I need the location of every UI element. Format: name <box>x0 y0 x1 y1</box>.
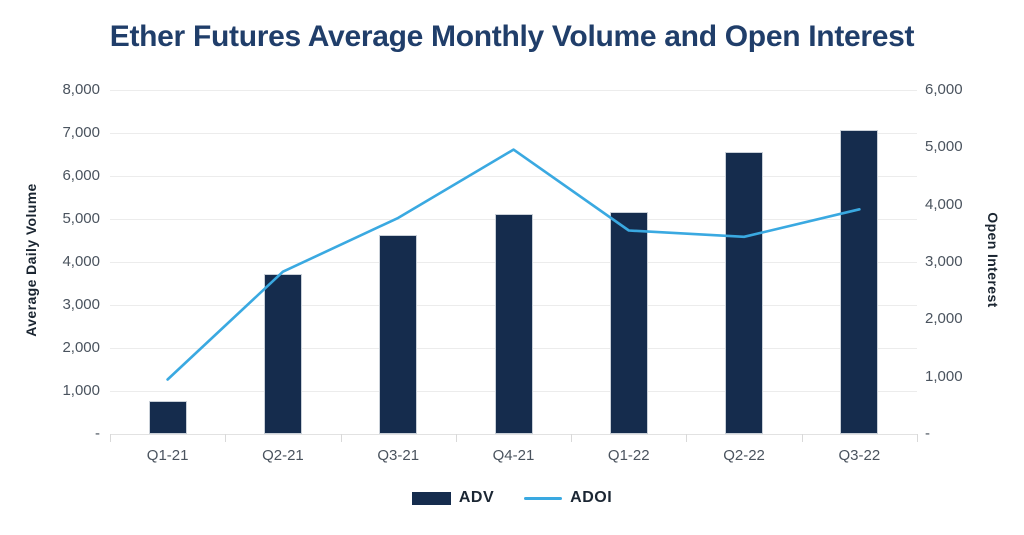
x-axis-label-q2-21: Q2-21 <box>262 447 304 464</box>
left-axis-tick-label: 7,000 <box>62 124 100 141</box>
chart-title: Ether Futures Average Monthly Volume and… <box>109 20 915 53</box>
right-axis-tick-label: - <box>925 425 930 442</box>
gridline <box>110 89 917 91</box>
gridline <box>110 175 917 177</box>
left-axis-tick-label: 1,000 <box>62 382 100 399</box>
x-axis-label-q2-22: Q2-22 <box>723 447 765 464</box>
x-axis-tick-mark <box>340 434 342 442</box>
left-axis-tick-label: 3,000 <box>62 296 100 313</box>
right-axis-tick-label: 4,000 <box>925 195 963 213</box>
right-axis-tick-label: 5,000 <box>925 138 963 156</box>
x-axis-line <box>110 433 917 435</box>
adv-bar-q4-21 <box>494 214 533 434</box>
left-axis-tick-label: 6,000 <box>62 167 100 184</box>
left-axis-tick-label: 2,000 <box>62 339 100 356</box>
plot-area: Q1-21 Q2-21 Q3-21 Q4-21 Q1-22 Q2-22 Q3-22 <box>110 89 918 464</box>
left-axis-tick-label: 5,000 <box>62 210 100 227</box>
legend-label-adoi: ADOI <box>570 489 613 506</box>
adv-bar-q2-22 <box>725 151 764 434</box>
adv-bar-q1-21 <box>148 400 187 434</box>
adv-bar-q3-22 <box>840 130 879 434</box>
adv-bar-q2-21 <box>263 274 302 434</box>
legend-item-adv: ADV <box>411 489 495 507</box>
legend-bar-swatch-icon <box>411 491 451 505</box>
x-axis-label-q1-21: Q1-21 <box>146 447 189 464</box>
x-axis-label-q3-22: Q3-22 <box>838 447 881 464</box>
adv-bar-q3-21 <box>379 234 418 434</box>
right-axis-tick-label: 1,000 <box>925 367 963 385</box>
x-axis-tick-mark <box>110 434 111 442</box>
legend-line-swatch-icon <box>524 496 563 500</box>
x-axis-label-q4-21: Q4-21 <box>492 447 535 464</box>
left-axis-tick-label: - <box>95 425 100 442</box>
x-axis-label-q1-22: Q1-22 <box>607 447 650 464</box>
right-axis-tick-label: 6,000 <box>925 81 963 98</box>
legend-label-adv: ADV <box>458 489 495 506</box>
legend: ADV ADOI <box>0 486 1024 510</box>
gridline <box>110 132 917 134</box>
right-axis-tick-label: 2,000 <box>925 310 963 328</box>
left-axis-tick-label: 4,000 <box>62 253 100 270</box>
x-axis-label-q3-21: Q3-21 <box>377 447 420 464</box>
x-axis-tick-mark <box>686 434 688 442</box>
left-axis-tick-label: 8,000 <box>62 81 100 98</box>
adv-bar-q1-22 <box>609 211 648 434</box>
x-axis-tick-mark <box>455 434 457 442</box>
legend-item-adoi: ADOI <box>524 489 612 507</box>
x-axis-tick-mark <box>571 434 573 442</box>
x-axis-tick-mark <box>917 434 918 442</box>
x-axis-tick-mark <box>225 434 227 442</box>
right-axis-tick-label: 3,000 <box>925 253 963 270</box>
x-axis-tick-mark <box>801 434 803 442</box>
